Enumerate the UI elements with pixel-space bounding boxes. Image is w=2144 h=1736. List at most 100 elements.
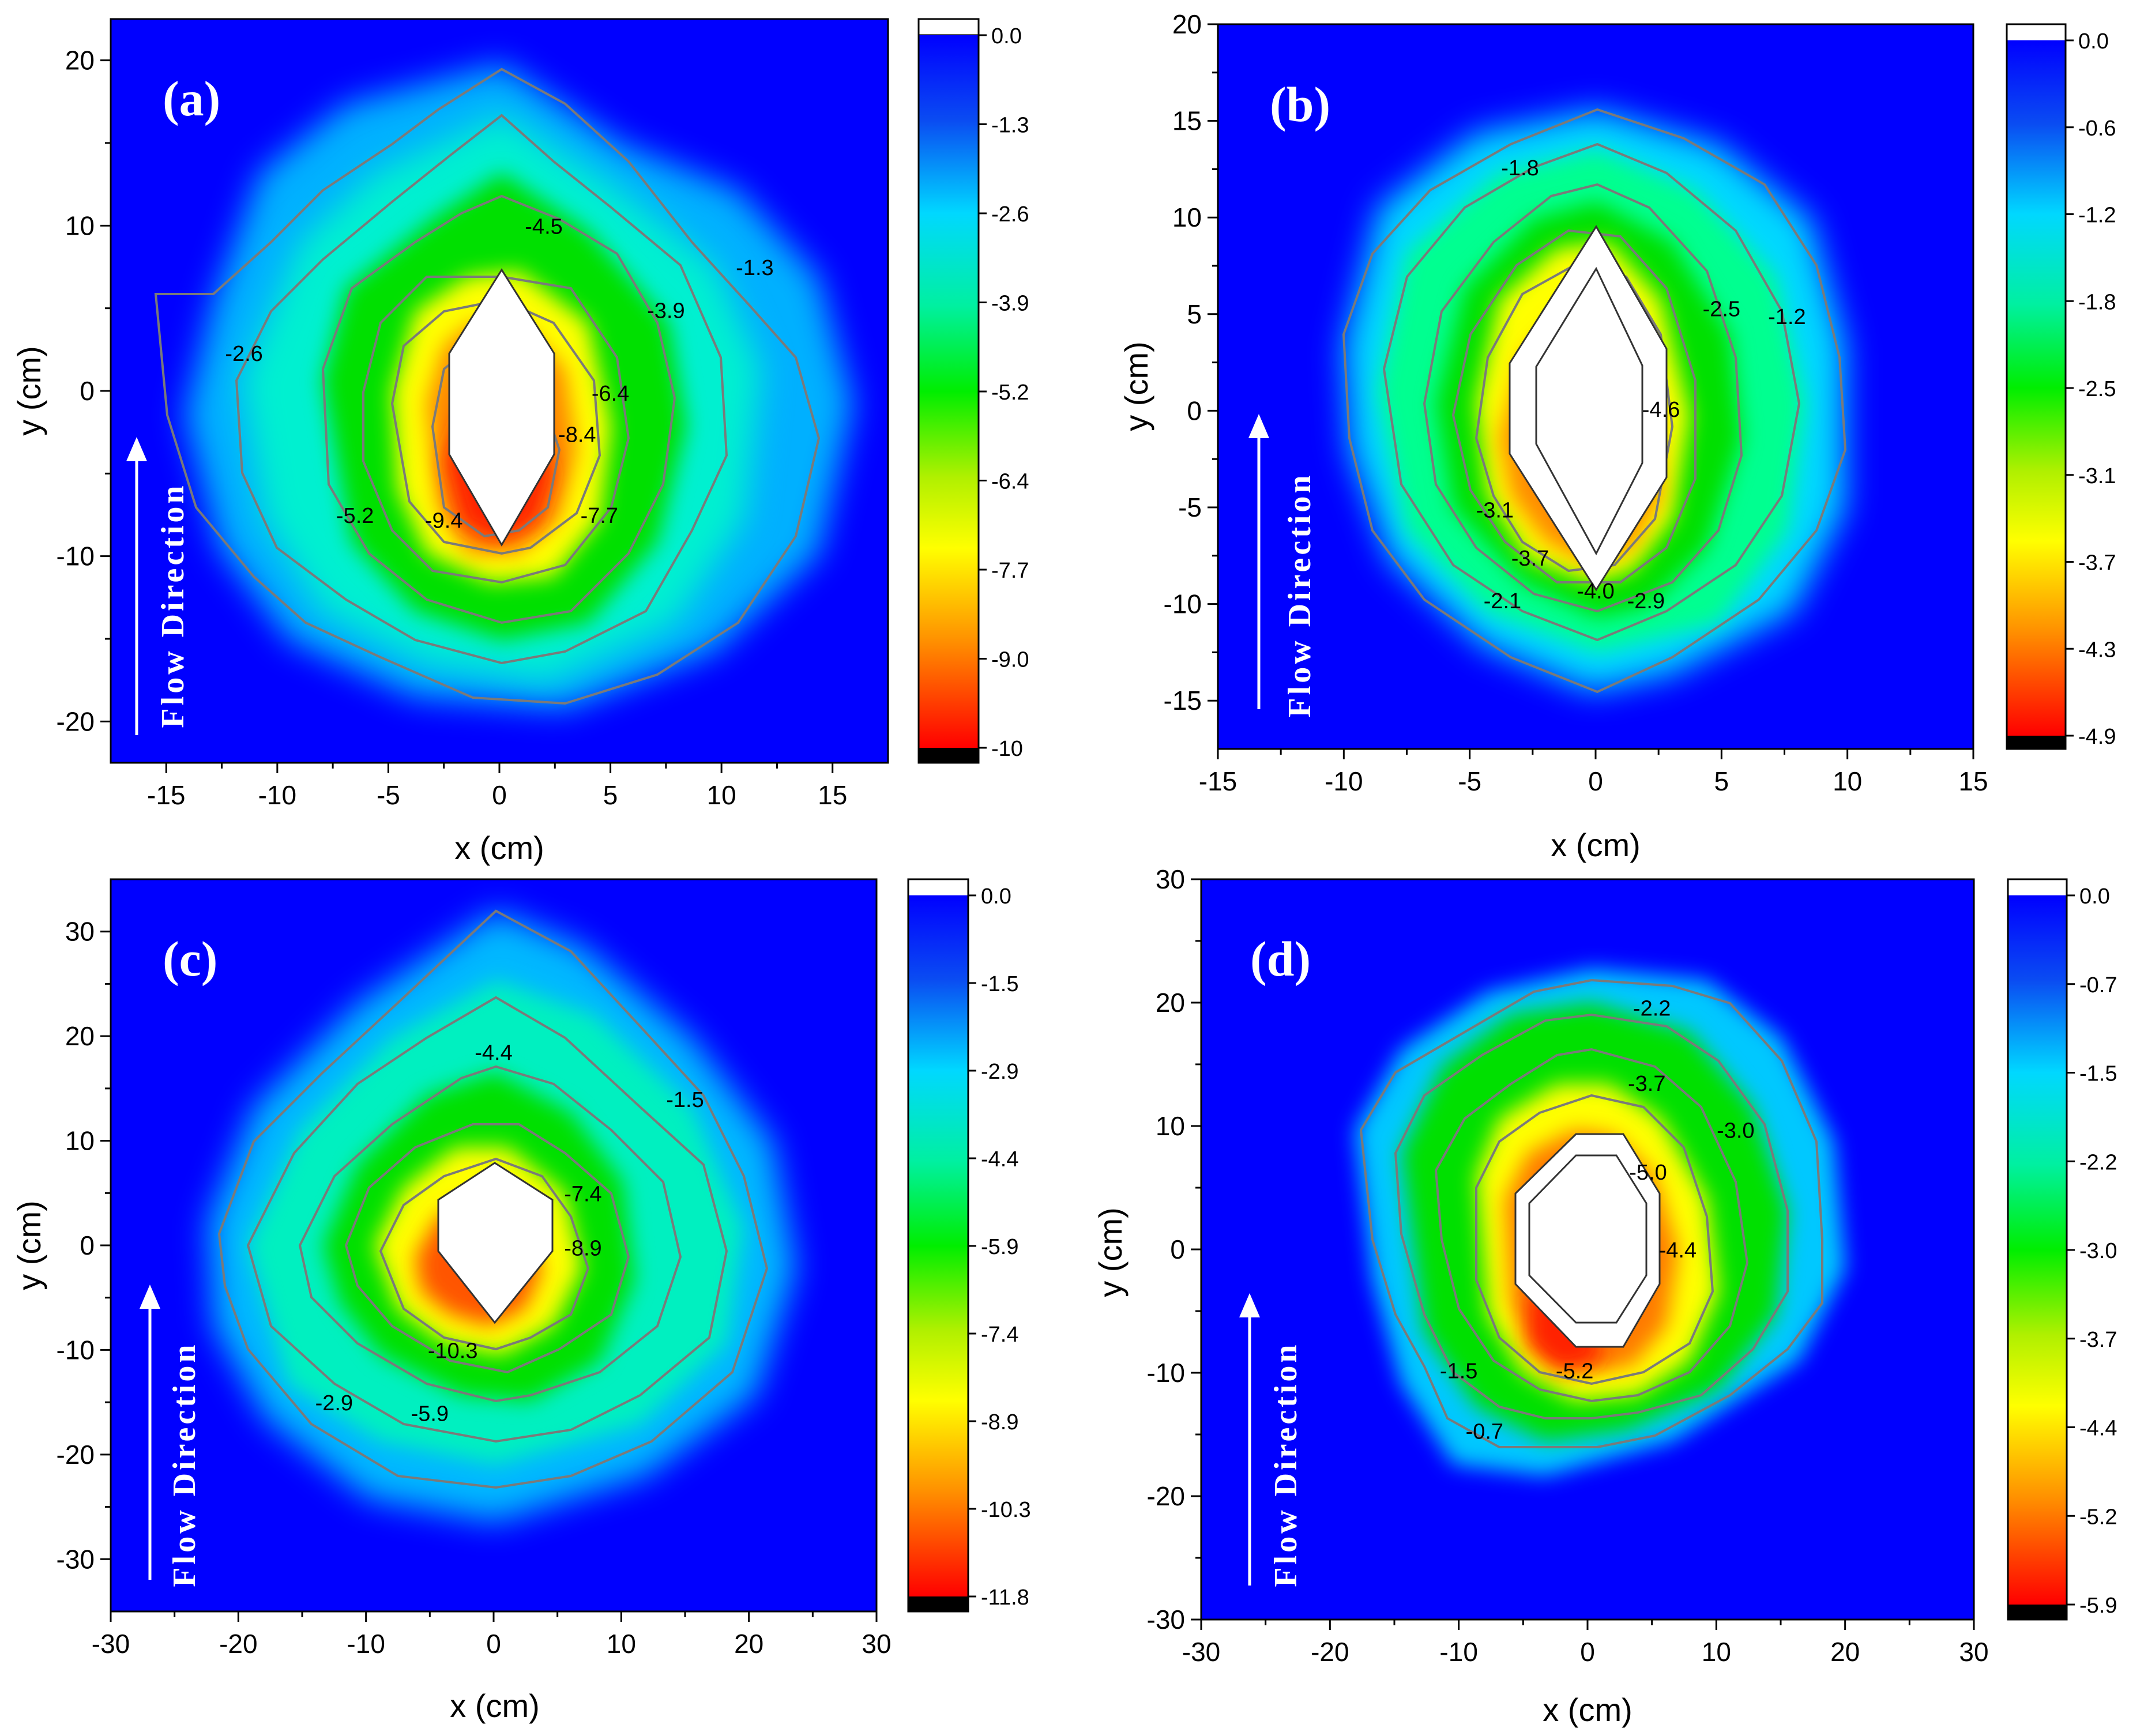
colorbar-ticks: 0.0 -0.7 -1.5 -2.2 -3.0 -3.7 -4.4 -5.2 -5.9 [2067, 884, 2117, 1618]
colorbar-tick-label: -3.9 [991, 292, 1029, 316]
x-tick-label: 10 [607, 1629, 636, 1659]
y-tick-label: -10 [1164, 589, 1202, 619]
colorbar-tick-label: -4.4 [2079, 1417, 2117, 1441]
colorbar-tick-label: -5.9 [2079, 1594, 2117, 1618]
x-tick-label: 30 [862, 1629, 891, 1659]
contour-label: -1.2 [1768, 305, 1806, 329]
x-tick-label: -10 [347, 1629, 385, 1659]
colorbar-tick-label: -3.1 [2078, 464, 2116, 488]
colorbar-tick-label: -3.0 [2079, 1239, 2117, 1263]
y-tick-label: 5 [1187, 299, 1202, 329]
colorbar-tick-label: -4.4 [981, 1147, 1018, 1172]
contour-label: -10.3 [428, 1339, 478, 1363]
x-ticks: -15 -10 -5 0 5 10 15 [147, 763, 847, 810]
contour-labels: -2.2 -3.7 -3.0 -5.0 -4.4 -5.2 -1.5 -0.7 [1440, 997, 1755, 1444]
x-tick-label: -10 [1439, 1637, 1477, 1667]
panel-label: (d) [1250, 931, 1311, 986]
y-axis-label: y (cm) [1092, 1207, 1129, 1297]
x-tick-label: 10 [707, 780, 736, 810]
x-ticks: -30 -20 -10 0 10 20 30 [1182, 1620, 1989, 1667]
y-tick-label: 0 [80, 1230, 95, 1260]
contour-label: -7.7 [581, 504, 618, 528]
x-tick-label: 0 [1580, 1637, 1595, 1667]
y-tick-label: -10 [57, 541, 95, 571]
y-tick-label: -20 [1147, 1481, 1185, 1511]
contour-labels: -1.5 -2.9 -4.4 -5.9 -7.4 -8.9 -10.3 [315, 1041, 704, 1426]
contour-lines [1359, 978, 1823, 1448]
contour-label: -9.4 [425, 509, 462, 533]
y-tick-label: 20 [1156, 988, 1185, 1018]
x-tick-label: 15 [1958, 766, 1988, 796]
y-ticks: -30 -20 -10 0 10 20 30 [1147, 864, 1201, 1635]
contour-label: -7.4 [564, 1182, 601, 1206]
x-axis-label: x (cm) [1551, 827, 1641, 863]
contour-label: -4.6 [1642, 398, 1680, 422]
flow-direction-label: Flow Direction [1268, 1342, 1304, 1587]
contour-label: -5.2 [336, 504, 374, 528]
colorbar-ticks: 0.0 -0.6 -1.2 -1.8 -2.5 -3.1 -3.7 -4.3 -4.9 [2066, 29, 2116, 749]
colorbar: 0.0 -1.3 -2.6 -3.9 -5.2 -6.4 -7.7 -9.0 -10 [917, 18, 1029, 764]
contour-label: -8.9 [564, 1237, 601, 1261]
y-tick-label: 10 [1172, 202, 1202, 232]
colorbar-tick-label: -2.2 [2079, 1150, 2117, 1174]
colorbar-tick-label: -2.5 [2078, 377, 2116, 401]
object-outline [437, 1162, 554, 1324]
contour-label: -2.1 [1484, 589, 1521, 613]
contour-label: -0.7 [1466, 1420, 1503, 1444]
y-tick-label: -30 [57, 1544, 95, 1574]
y-tick-label: 20 [65, 1021, 95, 1051]
x-tick-label: -30 [92, 1629, 130, 1659]
y-tick-label: -20 [57, 1440, 95, 1470]
y-axis-label: y (cm) [1118, 341, 1154, 431]
x-tick-label: -5 [1458, 766, 1481, 796]
y-ticks: -30 -20 -10 0 10 20 30 [57, 917, 111, 1574]
panel-b: Flow Direction (b) -15 -10 -5 0 5 10 15 -15 -10… [1118, 9, 2116, 863]
y-tick-label: -15 [1164, 686, 1202, 716]
x-tick-label: -5 [377, 780, 400, 810]
y-tick-label: -10 [1147, 1358, 1185, 1388]
x-tick-label: 5 [1714, 766, 1729, 796]
flow-direction-annotation: Flow Direction [126, 437, 191, 735]
contour-label: -5.9 [411, 1402, 449, 1426]
x-tick-label: -15 [147, 780, 185, 810]
y-tick-label: 0 [80, 376, 95, 406]
colorbar-tick-label: 0.0 [981, 884, 1011, 909]
colorbar-tick-label: -1.3 [991, 114, 1029, 138]
x-ticks: -15 -10 -5 0 5 10 15 [1199, 749, 1988, 796]
y-tick-label: 0 [1187, 396, 1202, 425]
object-outline [448, 268, 555, 547]
object-outline-inner [1528, 1154, 1648, 1324]
contour-label: -1.8 [1501, 156, 1539, 180]
contour-labels: -1.3 -2.6 -3.9 -4.5 -5.2 -6.4 -7.7 -8.4 -9.4 [225, 214, 773, 533]
contour-label: -3.9 [647, 299, 684, 323]
x-tick-label: -15 [1199, 766, 1237, 796]
contour-lines [217, 909, 769, 1489]
colorbar-tick-label: 0.0 [991, 24, 1022, 48]
colorbar-tick-label: -0.7 [2079, 973, 2117, 997]
panel-label: (b) [1270, 77, 1330, 132]
colorbar-tick-label: -3.7 [2078, 551, 2116, 575]
x-ticks: -30 -20 -10 0 10 20 30 [92, 1611, 892, 1659]
colorbar-tick-label: -10 [991, 737, 1023, 761]
flow-direction-label: Flow Direction [155, 483, 191, 728]
colorbar-tick-label: -3.7 [2079, 1328, 2117, 1352]
contour-label: -3.7 [1511, 547, 1549, 571]
y-tick-label: 20 [1172, 9, 1202, 39]
contour-label: -2.6 [225, 342, 262, 366]
x-tick-label: -10 [258, 780, 296, 810]
y-ticks: -20 -10 0 10 20 [57, 46, 111, 736]
x-tick-label: 5 [603, 780, 618, 810]
colorbar-tick-label: 0.0 [2078, 29, 2109, 54]
contour-label: -4.0 [1577, 579, 1614, 604]
y-tick-label: -20 [57, 706, 95, 736]
contour-label: -2.5 [1703, 298, 1740, 322]
contour-label: -4.4 [1659, 1238, 1697, 1263]
contour-label: -3.1 [1476, 498, 1514, 522]
colorbar-tick-label: -1.5 [981, 972, 1018, 996]
colorbar-tick-label: -6.4 [991, 470, 1029, 494]
colorbar-tick-label: -7.4 [981, 1323, 1018, 1347]
x-axis-label: x (cm) [454, 830, 544, 866]
panel-label: (c) [163, 931, 217, 986]
y-tick-label: 30 [1156, 864, 1185, 894]
y-tick-label: -5 [1178, 492, 1202, 522]
